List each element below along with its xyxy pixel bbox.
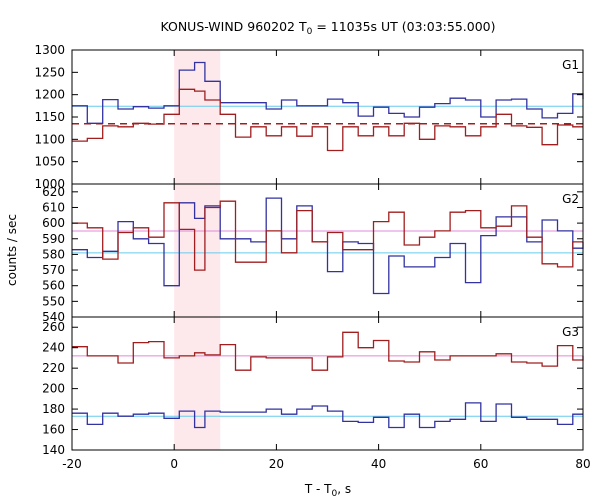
panel-g2-ytick-label: 560 bbox=[42, 279, 65, 293]
panel-g2-ytick-label: 570 bbox=[42, 263, 65, 277]
panel-g2-ytick-label: 590 bbox=[42, 232, 65, 246]
panel-g2-ytick-label: 550 bbox=[42, 294, 65, 308]
panel-g3-frame bbox=[71, 316, 584, 451]
panel-g3-blue-series bbox=[72, 402, 583, 429]
xtick-label: 40 bbox=[371, 457, 386, 471]
x-axis-label: T - T0, s bbox=[304, 482, 351, 499]
panel-g2-ytick-label: 610 bbox=[42, 200, 65, 214]
panel-g1-blue-series bbox=[72, 61, 584, 124]
panel-g2-ytick-label: 600 bbox=[42, 216, 65, 230]
panel-g2-label: G2 bbox=[562, 192, 579, 206]
xtick-label: -20 bbox=[62, 457, 82, 471]
panel-g2-shaded-interval bbox=[174, 184, 221, 317]
panel-g3-ytick-label: 180 bbox=[42, 402, 65, 416]
panel-g1-ytick-label: 1000 bbox=[34, 177, 65, 191]
panel-g2-ytick-label: 540 bbox=[42, 310, 65, 324]
axes-frame-layer bbox=[71, 49, 584, 451]
panel-g3-label: G3 bbox=[562, 325, 579, 339]
panel-g1-shaded-interval bbox=[174, 50, 221, 184]
shaded-interval-layer bbox=[174, 50, 221, 450]
panel-g1-ytick-label: 1150 bbox=[34, 110, 65, 124]
y-axis-label: counts / sec bbox=[5, 214, 19, 286]
panel-g1-ytick-label: 1200 bbox=[34, 88, 65, 102]
panel-g3-ytick-label: 200 bbox=[42, 382, 65, 396]
panel-g2-red-series bbox=[72, 200, 583, 271]
panel-g3-ytick-label: 220 bbox=[42, 361, 65, 375]
xtick-label: 20 bbox=[269, 457, 284, 471]
panel-g3-ytick-label: 160 bbox=[42, 423, 65, 437]
panel-g2-ytick-label: 620 bbox=[42, 185, 65, 199]
panel-g3-ytick-label: 260 bbox=[42, 320, 65, 334]
panel-g3-shaded-interval bbox=[174, 317, 221, 450]
panel-g1-label: G1 bbox=[562, 58, 579, 72]
data-series-layer bbox=[72, 61, 584, 429]
panel-g1-ytick-label: 1050 bbox=[34, 155, 65, 169]
panel-g1-ytick-label: 1250 bbox=[34, 65, 65, 79]
xtick-label: 0 bbox=[170, 457, 178, 471]
panel-g2-blue-series bbox=[72, 197, 584, 295]
panel-g1-frame bbox=[71, 49, 584, 185]
panel-g2-ytick-label: 580 bbox=[42, 247, 65, 261]
xtick-label: 60 bbox=[473, 457, 488, 471]
panel-g1-ytick-label: 1100 bbox=[34, 132, 65, 146]
panel-g1-red-series bbox=[72, 88, 583, 152]
xtick-label: 80 bbox=[575, 457, 590, 471]
panel-g3-ytick-label: 240 bbox=[42, 341, 65, 355]
panel-g1-ytick-label: 1300 bbox=[34, 43, 65, 57]
chart-title: KONUS-WIND 960202 T0 = 11035s UT (03:03:… bbox=[160, 19, 495, 37]
panel-g3-red-series bbox=[72, 331, 584, 371]
panel-g3-ytick-label: 140 bbox=[42, 443, 65, 457]
